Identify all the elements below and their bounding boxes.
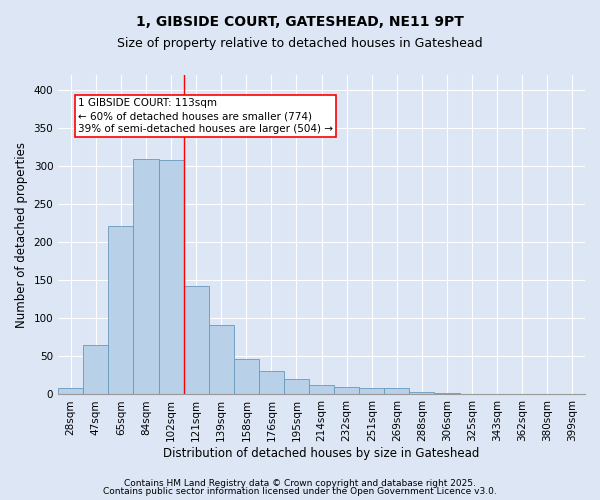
Bar <box>284 379 309 394</box>
Bar <box>385 388 409 394</box>
Bar <box>109 226 133 394</box>
Bar <box>334 387 359 394</box>
Bar <box>434 393 460 394</box>
Bar <box>234 358 259 394</box>
Text: Contains HM Land Registry data © Crown copyright and database right 2025.: Contains HM Land Registry data © Crown c… <box>124 478 476 488</box>
Text: Size of property relative to detached houses in Gateshead: Size of property relative to detached ho… <box>117 38 483 51</box>
X-axis label: Distribution of detached houses by size in Gateshead: Distribution of detached houses by size … <box>163 447 480 460</box>
Bar <box>359 388 385 394</box>
Bar <box>83 345 109 395</box>
Bar <box>259 371 284 394</box>
Bar <box>184 286 209 395</box>
Bar <box>209 325 234 394</box>
Text: 1, GIBSIDE COURT, GATESHEAD, NE11 9PT: 1, GIBSIDE COURT, GATESHEAD, NE11 9PT <box>136 15 464 29</box>
Text: Contains public sector information licensed under the Open Government Licence v3: Contains public sector information licen… <box>103 487 497 496</box>
Y-axis label: Number of detached properties: Number of detached properties <box>15 142 28 328</box>
Text: 1 GIBSIDE COURT: 113sqm
← 60% of detached houses are smaller (774)
39% of semi-d: 1 GIBSIDE COURT: 113sqm ← 60% of detache… <box>78 98 333 134</box>
Bar <box>309 384 334 394</box>
Bar <box>58 388 83 394</box>
Bar <box>133 158 158 394</box>
Bar <box>158 160 184 394</box>
Bar <box>409 392 434 394</box>
